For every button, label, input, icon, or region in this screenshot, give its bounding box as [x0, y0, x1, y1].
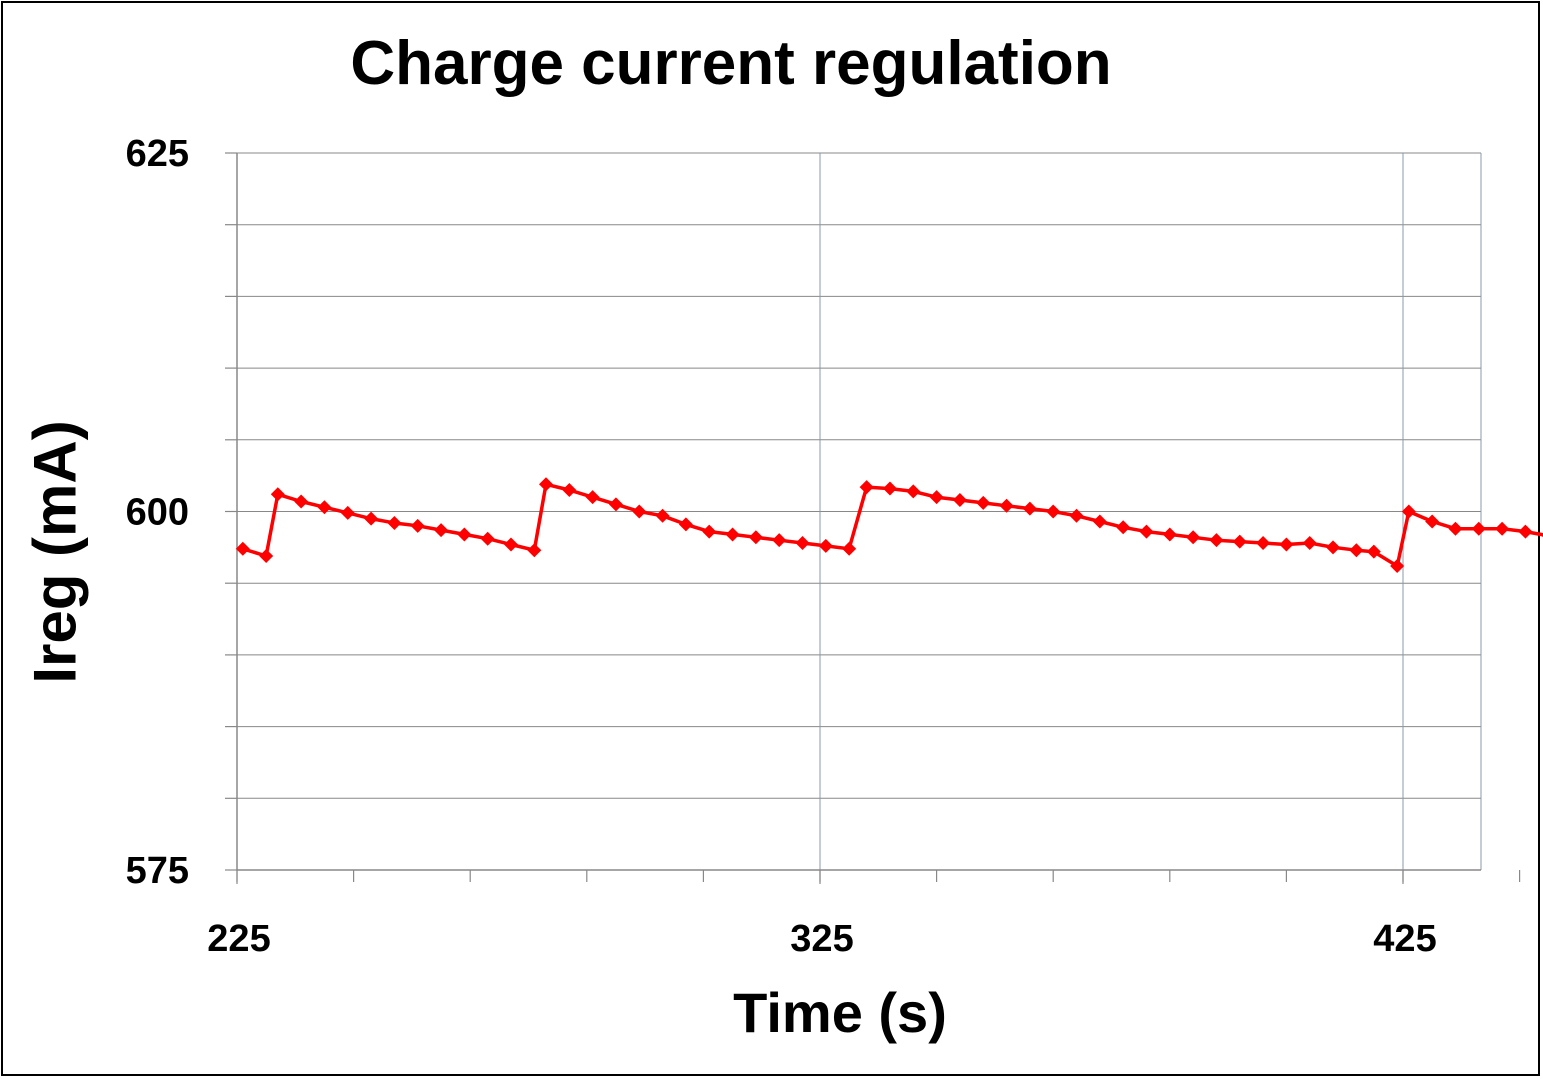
data-point-marker	[1232, 534, 1247, 549]
data-point-marker	[1209, 533, 1224, 548]
data-point-marker	[1162, 527, 1177, 542]
data-point-marker	[410, 518, 425, 533]
chart-title: Charge current regulation	[350, 29, 1112, 98]
data-point-marker	[1448, 521, 1463, 536]
data-point-marker	[1116, 520, 1131, 535]
axes	[225, 152, 1521, 884]
data-point-marker	[1425, 514, 1440, 529]
tick-labels: 575600625225325425525625	[126, 133, 1437, 960]
data-point-marker	[1302, 536, 1317, 551]
data-point-marker	[1186, 530, 1201, 545]
data-point-marker	[538, 477, 553, 492]
data-point-marker	[270, 487, 285, 502]
x-tick-label: 325	[790, 918, 853, 960]
data-point-marker	[702, 524, 717, 539]
data-point-marker	[387, 515, 402, 530]
data-point-marker	[842, 541, 857, 556]
data-point-marker	[1401, 504, 1416, 519]
data-point-marker	[859, 480, 874, 495]
data-point-marker	[772, 533, 787, 548]
data-point-marker	[748, 530, 763, 545]
data-point-marker	[1471, 521, 1486, 536]
data-point-marker	[952, 493, 967, 508]
data-point-marker	[929, 490, 944, 505]
grid-lines	[237, 152, 1482, 870]
data-point-marker	[364, 511, 379, 526]
data-point-marker	[1390, 558, 1405, 573]
data-point-marker	[1256, 536, 1271, 551]
data-point-marker	[340, 505, 355, 520]
data-point-marker	[795, 536, 810, 551]
data-point-marker	[504, 537, 519, 552]
data-point-marker	[1069, 508, 1084, 523]
data-point-marker	[294, 494, 309, 509]
data-point-marker	[1139, 524, 1154, 539]
data-point-marker	[882, 481, 897, 496]
data-point-marker	[562, 482, 577, 497]
data-point-marker	[457, 527, 472, 542]
data-point-marker	[1092, 514, 1107, 529]
x-tick-label: 425	[1373, 918, 1436, 960]
x-tick-label: 225	[207, 918, 270, 960]
data-point-marker	[1022, 501, 1037, 516]
data-point-marker	[480, 531, 495, 546]
data-point-marker	[1366, 544, 1381, 559]
series-line	[235, 477, 1543, 573]
data-point-marker	[1279, 537, 1294, 552]
data-point-marker	[317, 500, 332, 515]
data-point-marker	[259, 548, 274, 563]
data-point-marker	[655, 508, 670, 523]
y-tick-label: 625	[126, 133, 189, 175]
y-tick-label: 575	[126, 850, 189, 892]
data-point-marker	[1046, 504, 1061, 519]
data-point-marker	[527, 543, 542, 558]
data-point-marker	[1349, 543, 1364, 558]
data-point-marker	[1518, 524, 1533, 539]
data-point-marker	[632, 504, 647, 519]
data-point-marker	[906, 484, 921, 499]
x-axis-label: Time (s)	[733, 981, 947, 1044]
data-point-marker	[725, 527, 740, 542]
data-point-marker	[1326, 540, 1341, 555]
y-tick-label: 600	[126, 492, 189, 534]
data-point-marker	[976, 495, 991, 510]
data-point-marker	[1495, 521, 1510, 536]
data-point-marker	[235, 541, 250, 556]
data-point-marker	[585, 490, 600, 505]
data-point-marker	[434, 523, 449, 538]
data-point-marker	[818, 538, 833, 553]
data-point-marker	[678, 517, 693, 532]
data-point-marker	[999, 498, 1014, 513]
data-point-marker	[608, 497, 623, 512]
